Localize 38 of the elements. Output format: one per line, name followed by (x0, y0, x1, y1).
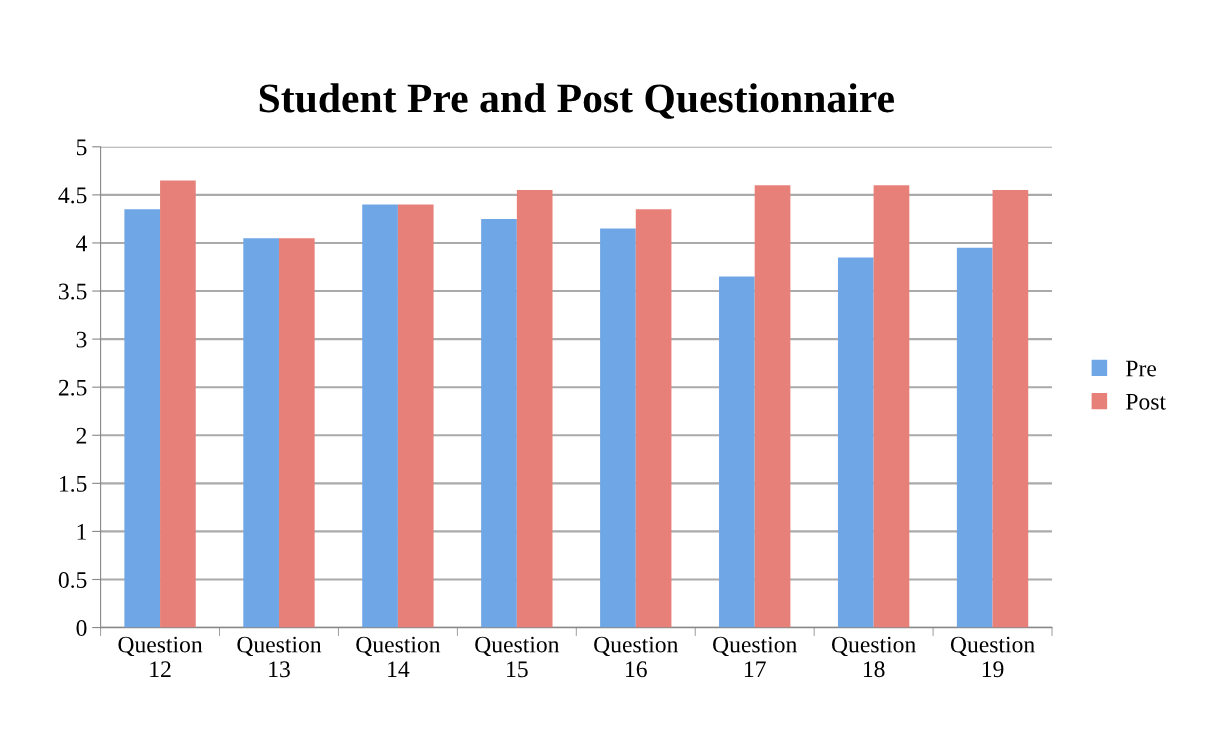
x-tick-label: Question 16 (594, 636, 679, 678)
bar (362, 204, 398, 628)
y-tick-label: 2.5 (58, 379, 87, 396)
bar (754, 185, 791, 628)
bar (992, 190, 1029, 628)
bar (124, 209, 161, 628)
y-tick-label: 1.5 (59, 475, 87, 492)
x-tick-label: Question 13 (237, 636, 322, 678)
bar (481, 218, 517, 628)
x-tick-label: Question 19 (950, 636, 1035, 678)
bar (278, 238, 315, 628)
y-tick-label: 4 (76, 235, 88, 252)
y-tick-label: 2 (76, 427, 87, 444)
bar (635, 209, 672, 628)
bar (719, 276, 755, 628)
y-tick-label: 3.5 (59, 283, 87, 300)
x-tick-label: Question 15 (475, 636, 560, 678)
bar (873, 185, 910, 628)
y-tick-label: 0 (76, 620, 87, 636)
x-tick-label: Question 17 (713, 636, 797, 677)
chart-title: Student Pre and Post Questionnaire (259, 83, 894, 119)
bar (243, 238, 279, 628)
bar (160, 180, 196, 628)
bar (397, 204, 434, 628)
bar (516, 190, 553, 628)
bar (837, 257, 874, 628)
y-tick-label: 3 (76, 331, 87, 348)
bar (956, 247, 993, 628)
y-tick-label: 1 (77, 524, 86, 540)
legend-label: Pre (1126, 360, 1157, 377)
bar (600, 228, 636, 628)
x-tick-label: Question 12 (118, 636, 203, 677)
x-tick-label: Question 14 (356, 636, 441, 677)
y-tick-label: 5 (76, 139, 87, 156)
legend-label: Post (1126, 394, 1166, 410)
y-tick-label: 4.5 (58, 187, 87, 204)
x-tick-label: Question 18 (831, 636, 916, 678)
y-tick-label: 0.5 (58, 571, 87, 589)
